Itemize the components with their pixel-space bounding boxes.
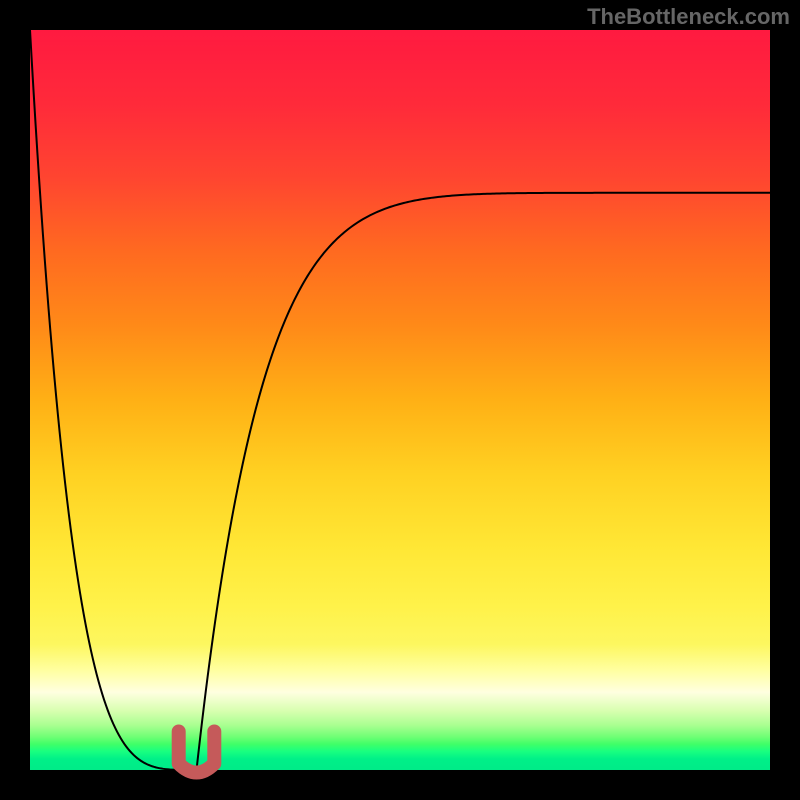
bottleneck-chart: TheBottleneck.com	[0, 0, 800, 800]
chart-canvas	[0, 0, 800, 800]
watermark-text: TheBottleneck.com	[587, 4, 790, 30]
gradient-plot-area	[30, 30, 770, 770]
